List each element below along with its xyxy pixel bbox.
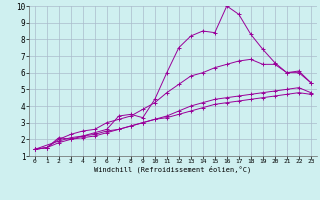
X-axis label: Windchill (Refroidissement éolien,°C): Windchill (Refroidissement éolien,°C) xyxy=(94,166,252,173)
